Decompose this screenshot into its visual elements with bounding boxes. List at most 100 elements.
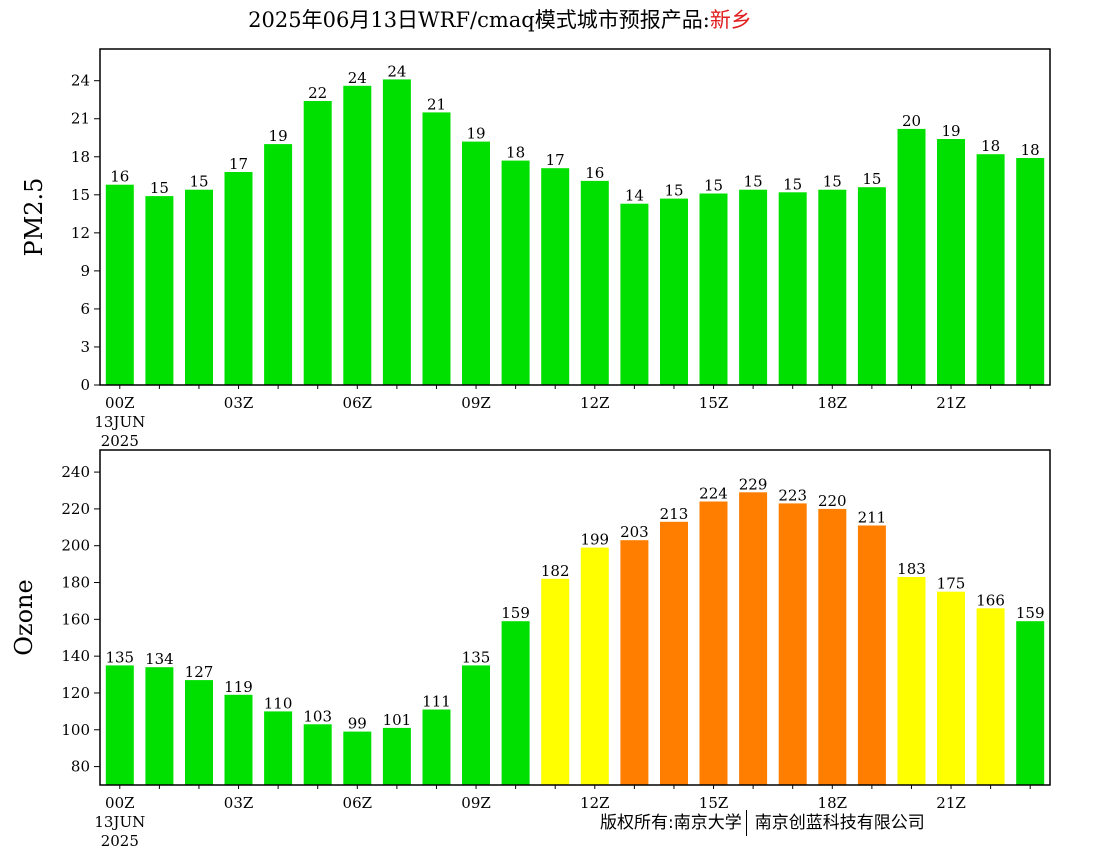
ozone-bar — [105, 665, 134, 785]
ozone-bar — [1016, 621, 1045, 785]
ozone-value-label: 211 — [858, 509, 887, 527]
ozone-x-tick-label: 18Z — [818, 794, 848, 812]
pm25-x-tick-label: 15Z — [699, 394, 729, 412]
pm25-x-tick-label: 18Z — [818, 394, 848, 412]
ozone-bar — [937, 591, 965, 785]
pm25-value-label: 18 — [506, 144, 525, 162]
ozone-bar — [264, 711, 293, 785]
ozone-value-label: 103 — [303, 707, 332, 725]
pm25-x-tick-label: 03Z — [224, 394, 254, 412]
ozone-y-tick-label: 200 — [61, 537, 90, 555]
ozone-x-tick-label: 03Z — [224, 794, 254, 812]
ozone-value-label: 159 — [501, 604, 530, 622]
ozone-bar — [857, 525, 886, 785]
ozone-value-label: 99 — [348, 715, 367, 733]
pm25-value-label: 14 — [625, 187, 644, 205]
ozone-plot-frame — [99, 449, 1051, 786]
title-city: 新乡 — [709, 8, 752, 32]
ozone-value-label: 175 — [937, 575, 966, 593]
pm25-value-label: 15 — [862, 170, 881, 188]
pm25-value-label: 17 — [546, 151, 565, 169]
pm25-bar — [897, 128, 926, 385]
pm25-bar — [857, 187, 886, 385]
ozone-value-label: 135 — [462, 648, 491, 666]
pm25-bar — [818, 189, 847, 385]
ozone-y-tick-label: 100 — [61, 721, 90, 739]
ozone-bar — [382, 727, 411, 785]
pm25-x-tick-label: 13JUN — [94, 413, 145, 431]
ozone-value-label: 213 — [660, 505, 689, 523]
pm25-bar — [224, 172, 253, 385]
pm25-bar — [541, 168, 570, 385]
pm25-value-label: 21 — [427, 95, 446, 113]
pm25-y-tick-label: 24 — [71, 72, 90, 90]
ozone-value-label: 220 — [818, 492, 847, 510]
pm25-x-tick-label: 06Z — [343, 394, 373, 412]
pm25-value-label: 24 — [387, 62, 406, 80]
ozone-value-label: 127 — [185, 663, 214, 681]
pm25-bar — [343, 85, 372, 386]
ozone-bar — [185, 680, 213, 785]
ozone-value-label: 183 — [897, 560, 926, 578]
pm25-bar — [778, 192, 807, 385]
pm25-y-tick-label: 12 — [71, 224, 90, 242]
pm25-x-tick-label: 21Z — [936, 394, 966, 412]
pm25-value-label: 15 — [823, 173, 842, 191]
ozone-value-label: 101 — [383, 711, 412, 729]
ozone-bar — [778, 503, 807, 785]
ozone-bar — [343, 731, 372, 785]
pm25-bar — [185, 189, 213, 385]
ozone-bar — [541, 578, 570, 785]
ozone-bar — [501, 621, 530, 785]
ozone-value-label: 199 — [580, 531, 609, 549]
pm25-x-tick-label: 09Z — [461, 394, 491, 412]
pm25-value-label: 20 — [902, 112, 921, 130]
pm25-y-tick-label: 15 — [71, 186, 90, 204]
pm25-bar — [699, 193, 728, 385]
pm25-value-label: 16 — [110, 168, 129, 186]
pm25-value-label: 15 — [704, 177, 723, 195]
ozone-value-label: 182 — [541, 562, 570, 580]
ozone-bar — [580, 547, 609, 785]
pm25-bar — [303, 101, 332, 385]
ozone-value-label: 110 — [264, 694, 293, 712]
pm25-value-label: 16 — [585, 164, 604, 182]
ozone-x-tick-label: 21Z — [936, 794, 966, 812]
pm25-bar — [422, 112, 451, 386]
pm25-plot-frame — [99, 48, 1051, 386]
copyright-left: 版权所有:南京大学 — [600, 813, 742, 833]
pm25-value-label: 19 — [269, 127, 288, 145]
ozone-bar — [976, 608, 1005, 785]
ozone-value-label: 119 — [224, 678, 253, 696]
pm25-bar — [976, 154, 1005, 385]
pm25-y-axis-label: PM2.5 — [20, 178, 48, 257]
ozone-x-tick-label: 00Z — [105, 794, 135, 812]
ozone-y-tick-label: 140 — [61, 647, 90, 665]
ozone-bar — [224, 694, 253, 785]
ozone-x-tick-label: 09Z — [461, 794, 491, 812]
pm25-bar — [660, 198, 688, 385]
ozone-y-tick-label: 180 — [61, 574, 90, 592]
ozone-y-tick-label: 240 — [61, 463, 90, 481]
pm25-y-tick-label: 6 — [80, 300, 90, 318]
ozone-y-axis-label: Ozone — [10, 579, 38, 655]
ozone-x-tick-label: 13JUN — [94, 813, 145, 831]
ozone-bar — [818, 508, 847, 785]
ozone-bar — [145, 667, 174, 785]
ozone-bar — [660, 521, 688, 785]
pm25-panel: 16 15 15 17 19 22 24 24 21 19 18 17 16 14 15 15 15 15 15 15… — [20, 48, 1051, 450]
chart-title: 2025年06月13日WRF/cmaq模式城市预报产品:新乡 — [0, 4, 1000, 34]
pm25-value-label: 18 — [981, 137, 1000, 155]
pm25-value-label: 22 — [308, 84, 327, 102]
ozone-value-label: 134 — [145, 650, 174, 668]
pm25-y-tick-label: 0 — [80, 376, 90, 394]
pm25-y-tick-label: 18 — [71, 148, 90, 166]
pm25-bar — [145, 196, 174, 385]
pm25-value-label: 15 — [783, 175, 802, 193]
ozone-y-tick-label: 160 — [61, 610, 90, 628]
pm25-x-tick-label: 2025 — [101, 432, 139, 450]
pm25-y-tick-label: 3 — [80, 338, 90, 356]
copyright-footer: 版权所有:南京大学 南京创蓝科技有限公司 — [600, 808, 925, 836]
ozone-value-label: 159 — [1016, 604, 1045, 622]
pm25-value-label: 15 — [150, 179, 169, 197]
